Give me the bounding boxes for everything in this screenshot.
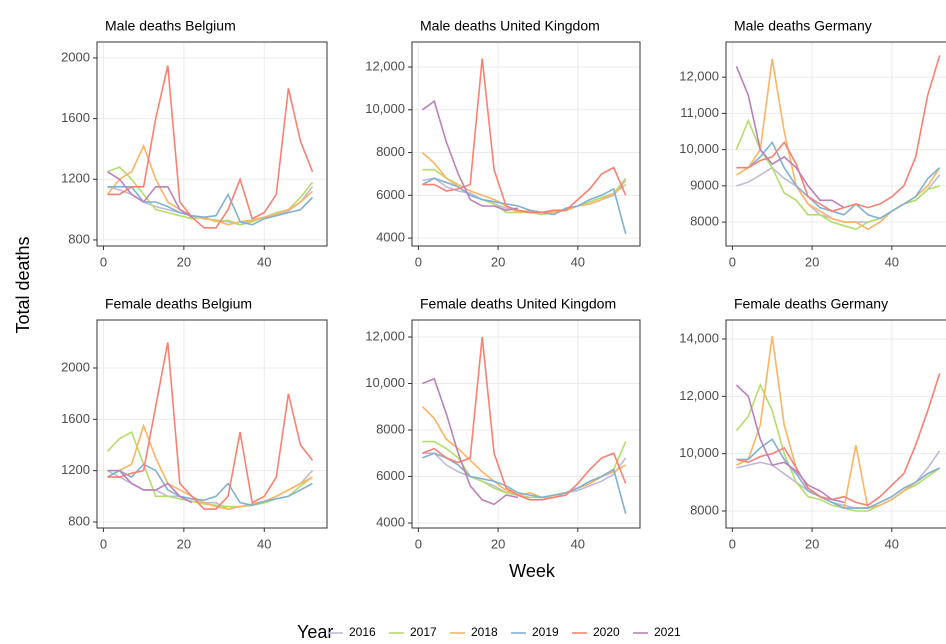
y-tick-label: 10,000 xyxy=(679,141,719,156)
y-tick-label: 12,000 xyxy=(365,58,405,73)
panel-border xyxy=(411,41,641,247)
plot-area xyxy=(735,55,941,231)
series-line xyxy=(107,469,193,504)
panel-title: Male deaths United Kingdom xyxy=(420,18,600,34)
y-tick-label: 4000 xyxy=(376,514,405,529)
x-tick-label: 0 xyxy=(100,536,107,551)
x-tick-label: 40 xyxy=(885,254,899,269)
y-tick-label: 14,000 xyxy=(679,330,719,345)
series-line xyxy=(107,463,313,507)
panel-background xyxy=(726,320,946,528)
y-tick-label: 800 xyxy=(68,513,90,528)
x-tick-label: 0 xyxy=(415,536,422,551)
plot-area xyxy=(735,335,941,512)
panel-title: Male deaths Belgium xyxy=(105,18,236,34)
legend-label: 2017 xyxy=(410,625,437,639)
y-tick-label: 12,000 xyxy=(679,388,719,403)
x-tick-label: 20 xyxy=(177,536,191,551)
series-line xyxy=(736,55,941,213)
x-tick-label: 20 xyxy=(491,536,505,551)
y-tick-label: 11,000 xyxy=(680,105,719,120)
y-tick-label: 8000 xyxy=(690,502,719,517)
panel-title: Female deaths Belgium xyxy=(105,296,252,312)
y-tick-label: 800 xyxy=(68,231,90,246)
x-tick-label: 40 xyxy=(571,536,585,551)
x-tick-label: 40 xyxy=(257,536,271,551)
series-line xyxy=(735,384,845,504)
series-line xyxy=(735,65,845,209)
y-tick-label: 1200 xyxy=(61,462,90,477)
series-line xyxy=(421,99,519,212)
series-line xyxy=(736,438,941,509)
plot-area xyxy=(106,342,314,510)
panel-border xyxy=(411,319,641,529)
x-tick-label: 40 xyxy=(885,536,899,551)
series-line xyxy=(422,177,627,235)
y-tick-label: 6000 xyxy=(376,468,405,483)
x-tick-label: 20 xyxy=(491,254,505,269)
panel-background xyxy=(412,42,640,246)
series-line xyxy=(107,171,193,218)
series-line xyxy=(107,423,313,510)
y-tick-label: 1200 xyxy=(61,171,90,186)
x-tick-label: 0 xyxy=(100,254,107,269)
y-tick-label: 12,000 xyxy=(365,328,405,343)
y-tick-label: 10,000 xyxy=(365,375,405,390)
plot-area xyxy=(421,336,627,514)
x-tick-label: 40 xyxy=(257,254,271,269)
panel-border xyxy=(725,41,946,247)
series-line xyxy=(736,373,941,507)
y-tick-label: 2000 xyxy=(61,359,90,374)
plot-area xyxy=(421,58,627,235)
panel-border xyxy=(96,41,328,247)
legend-label: 2020 xyxy=(593,625,620,639)
panel-title: Female deaths United Kingdom xyxy=(420,296,616,312)
series-line xyxy=(422,336,627,501)
series-line xyxy=(107,186,314,226)
y-tick-label: 12,000 xyxy=(679,69,719,84)
y-tick-label: 10,000 xyxy=(679,445,719,460)
legend-label: 2019 xyxy=(532,625,559,639)
legend-label: 2018 xyxy=(471,625,498,639)
series-line xyxy=(736,140,941,220)
series-line xyxy=(422,58,627,214)
panel-title: Female deaths Germany xyxy=(734,296,888,312)
x-axis-label: Week xyxy=(509,561,556,581)
y-tick-label: 8000 xyxy=(690,214,719,229)
x-tick-label: 0 xyxy=(729,536,736,551)
y-axis-label: Total deaths xyxy=(13,236,33,333)
x-tick-label: 20 xyxy=(805,536,819,551)
series-line xyxy=(422,377,519,506)
y-tick-label: 9000 xyxy=(690,177,719,192)
x-tick-label: 20 xyxy=(805,254,819,269)
y-tick-label: 2000 xyxy=(61,49,90,64)
x-tick-label: 40 xyxy=(571,254,585,269)
y-tick-label: 8000 xyxy=(376,144,405,159)
x-tick-label: 0 xyxy=(415,254,422,269)
legend-label: 2021 xyxy=(654,625,681,639)
panel-background xyxy=(97,320,327,528)
panel-title: Male deaths Germany xyxy=(734,18,872,34)
y-tick-label: 1600 xyxy=(61,110,90,125)
y-tick-label: 8000 xyxy=(376,421,405,436)
x-tick-label: 20 xyxy=(177,254,191,269)
series-line xyxy=(106,143,314,226)
panel-border xyxy=(725,319,946,529)
plot-area xyxy=(106,65,314,229)
y-tick-label: 10,000 xyxy=(365,101,405,116)
y-tick-label: 6000 xyxy=(376,187,405,202)
series-line xyxy=(422,452,627,514)
x-tick-label: 0 xyxy=(729,254,736,269)
y-tick-label: 4000 xyxy=(376,230,405,245)
legend-label: 2016 xyxy=(349,625,376,639)
series-line xyxy=(107,65,314,229)
panel-border xyxy=(96,319,328,529)
series-line xyxy=(107,342,314,510)
legend-title: Year xyxy=(297,622,333,642)
y-tick-label: 1600 xyxy=(61,411,90,426)
